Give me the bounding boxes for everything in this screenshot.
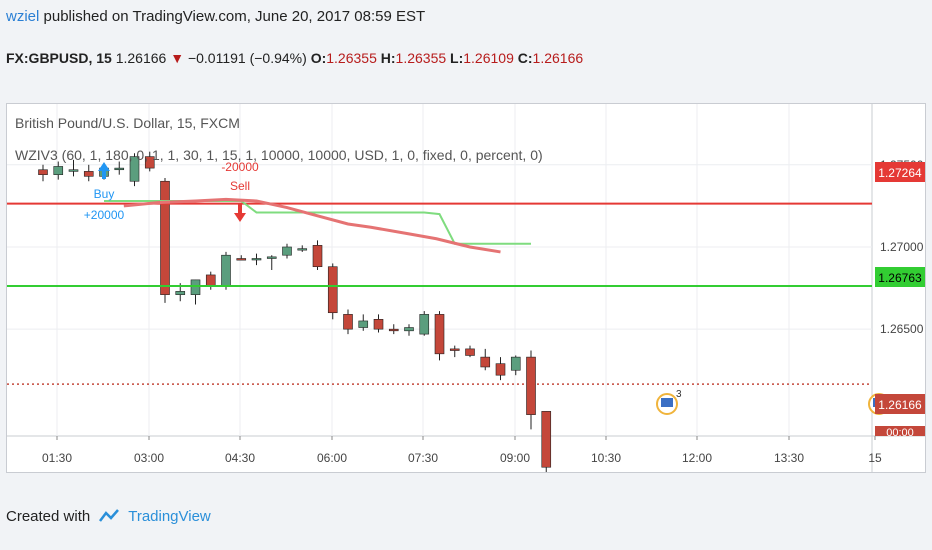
sell-label: Sell	[230, 179, 250, 193]
candle-body	[465, 348, 475, 356]
green-line-price-box	[875, 267, 925, 287]
moving-average-line	[123, 197, 501, 254]
y-tick-label: 1.27000	[880, 240, 924, 254]
candle-body	[312, 245, 323, 268]
candle-body	[343, 314, 353, 330]
down-arrow-icon: ▼	[170, 50, 185, 66]
indicator-legend: WZIV3 (60, 1, 180, 0, 1, 1, 30, 1, 15, 1…	[15, 147, 543, 163]
close-value: 1.26166	[532, 50, 584, 66]
x-tick-label: 04:30	[225, 451, 255, 465]
buy-signal: Buy +20000	[84, 162, 125, 222]
green-line-price: 1.26763	[878, 271, 922, 285]
buy-arrow-icon	[98, 162, 110, 179]
sell-amount: -20000	[221, 160, 259, 174]
candle-body	[373, 319, 384, 330]
candle-body	[236, 258, 247, 261]
x-tick-label: 03:00	[134, 451, 164, 465]
sell-arrow-icon	[234, 203, 246, 222]
candle-body	[38, 169, 48, 175]
candle-body	[68, 169, 79, 172]
candle-body	[114, 167, 125, 171]
buy-amount: +20000	[84, 208, 125, 222]
tradingview-brand-link[interactable]: TradingView	[128, 507, 211, 525]
x-tick-label: 07:30	[408, 451, 438, 465]
low-label: L:	[450, 50, 464, 66]
low-value: 1.26109	[463, 50, 514, 66]
close-label: C:	[517, 50, 533, 66]
symbol-name: FX:GBPUSD, 15	[6, 50, 112, 66]
chart-panel[interactable]: British Pound/U.S. Dollar, 15, FXCM WZIV…	[6, 103, 926, 478]
candle-body	[144, 156, 155, 169]
economic-event-marker[interactable]: 3	[656, 389, 682, 415]
open-value: 1.26355	[326, 50, 377, 66]
candle-body	[266, 256, 277, 259]
event-count: 3	[676, 389, 682, 400]
candle-body	[495, 363, 506, 376]
sell-signal: -20000 Sell	[221, 160, 259, 222]
candle-body	[53, 166, 64, 175]
buy-label: Buy	[94, 187, 115, 201]
high-label: H:	[380, 50, 396, 66]
candle-body	[510, 356, 521, 371]
candle-body	[160, 180, 170, 295]
x-tick-label: 15	[868, 451, 882, 465]
candle-body	[358, 320, 369, 328]
candle-body	[297, 248, 308, 251]
high-value: 1.26355	[395, 50, 447, 66]
current-price-label: 1.26166 00:00	[875, 394, 925, 439]
stop-line	[104, 199, 531, 245]
x-tick-label: 09:00	[500, 451, 530, 465]
x-tick-label: 13:30	[774, 451, 804, 465]
current-price: 1.26166	[878, 398, 922, 412]
candle-body	[205, 274, 216, 287]
publish-text: published on TradingView.com, June 20, 2…	[39, 8, 426, 25]
open-label: O:	[310, 50, 327, 66]
x-tick-label: 01:30	[42, 451, 72, 465]
last-price: 1.26166	[115, 50, 167, 66]
candle-body	[221, 254, 231, 287]
candle-body	[480, 356, 491, 368]
x-tick-label: 06:00	[317, 451, 347, 465]
candle-body	[190, 279, 201, 295]
candle-body	[327, 266, 338, 314]
green-line-price-label: 1.26763	[875, 267, 925, 287]
candle-body	[434, 314, 445, 355]
created-with-text: Created with	[6, 507, 91, 525]
candle-body	[129, 156, 140, 182]
candle-body	[251, 258, 262, 261]
y-tick-label: 1.26500	[880, 322, 924, 336]
chart-legend-title: British Pound/U.S. Dollar, 15, FXCM	[15, 115, 240, 131]
red-line-price-box	[875, 162, 925, 182]
red-line-price-label: 1.27264	[875, 162, 925, 182]
publish-info: wziel published on TradingView.com, June…	[6, 8, 425, 25]
tradingview-logo-icon	[99, 509, 120, 522]
price-chart[interactable]: British Pound/U.S. Dollar, 15, FXCM WZIV…	[7, 104, 925, 478]
candle-body	[526, 356, 536, 415]
current-price-box	[875, 394, 925, 414]
countdown-label: 00:00	[886, 427, 914, 439]
price-change: −0.01191 (−0.94%)	[187, 50, 307, 66]
countdown-box	[875, 426, 925, 436]
candle-body	[449, 348, 460, 351]
candle-body	[419, 314, 430, 335]
candle-body	[541, 411, 552, 468]
footer: Created with TradingView	[6, 507, 211, 525]
candle-body	[282, 246, 292, 256]
x-tick-label: 10:30	[591, 451, 621, 465]
candle-body	[388, 328, 399, 332]
symbol-info-line: FX:GBPUSD, 15 1.26166 ▼ −0.01191 (−0.94%…	[6, 50, 583, 66]
red-line-price: 1.27264	[878, 166, 922, 180]
x-tick-label: 12:00	[682, 451, 712, 465]
candle-body	[175, 291, 186, 295]
candle-body	[404, 327, 414, 332]
author-link[interactable]: wziel	[6, 8, 40, 25]
us-flag-icon	[661, 398, 673, 407]
candle-body	[83, 171, 94, 177]
